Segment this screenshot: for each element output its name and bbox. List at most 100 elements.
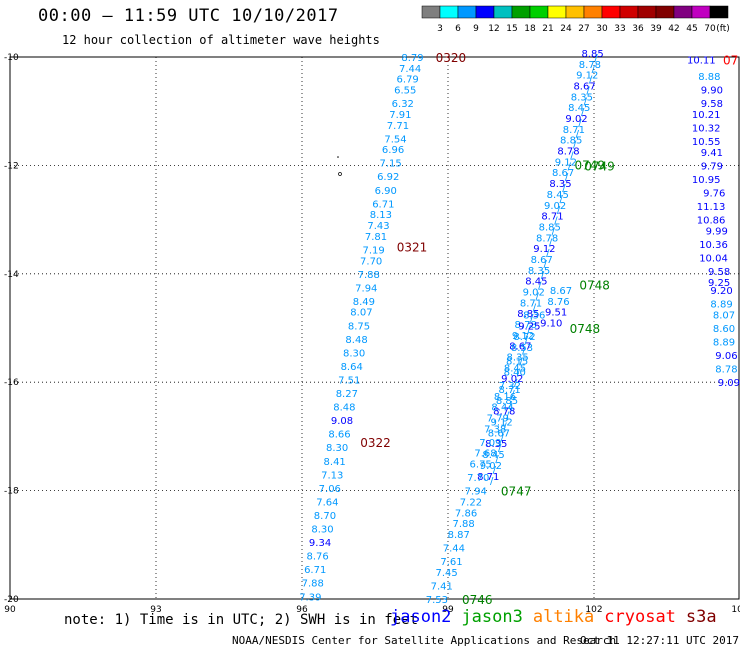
diagonal-band-value: 9.12 (576, 71, 598, 82)
wave-height-value: 8.41 (324, 457, 346, 468)
pass-time-label: 0749 (584, 159, 615, 173)
diagonal-band-value: 8.78 (557, 147, 579, 158)
wave-height-value: 10.36 (699, 240, 728, 251)
pass-time-label: 0322 (360, 436, 391, 450)
diagonal-band-value: / (533, 302, 537, 313)
color-scale-label: 18 (524, 24, 536, 34)
diagonal-band-value: / (552, 226, 556, 237)
color-scale-label: 12 (488, 24, 499, 34)
color-scale-label: 36 (632, 24, 644, 34)
color-scale-label: 6 (455, 24, 461, 34)
color-scale-label: 21 (542, 24, 553, 34)
color-scale-label: 9 (473, 24, 479, 34)
diagonal-band-value: / (562, 183, 566, 194)
legend-s3a: s3a (685, 607, 717, 627)
wave-height-value: 6.90 (375, 186, 397, 197)
wave-height-value: 7.70 (360, 256, 382, 267)
wave-height-value: 7.44 (443, 544, 465, 555)
page-subtitle: 12 hour collection of altimeter wave hei… (62, 33, 380, 47)
wave-height-value: 9.76 (703, 189, 725, 200)
diagonal-band-value: / (522, 346, 526, 357)
latitude-tick-label: -12 (4, 161, 19, 171)
wave-height-value: 10.95 (692, 175, 721, 186)
color-scale-label: 30 (596, 24, 608, 34)
wave-height-value: 7.68 (474, 449, 496, 460)
wave-height-value: 7.32 (499, 381, 521, 392)
diagonal-band-value: 8.85 (539, 222, 561, 233)
color-scale-label: 15 (506, 24, 517, 34)
pass-time-label: 0748 (570, 322, 601, 336)
wave-height-value: 6.79 (397, 75, 419, 86)
wave-height-value: 9.10 (540, 319, 562, 330)
wave-height-value: 8.48 (345, 335, 367, 346)
page-title: 00:00 – 11:59 UTC 10/10/2017 (38, 6, 339, 26)
wave-height-value: 8.76 (547, 297, 569, 308)
diagonal-band-value: / (490, 476, 494, 487)
diagonal-band-value: / (594, 53, 598, 64)
diagonal-band-value: / (498, 443, 502, 454)
island-marker (338, 172, 342, 176)
diagonal-band-value: / (557, 205, 561, 216)
diagonal-band-value: / (565, 172, 569, 183)
color-scale-label: 70 (704, 24, 716, 34)
diagonal-band-value: 8.35 (528, 266, 550, 277)
diagonal-band-value: 8.67 (573, 82, 595, 93)
wave-height-value: 8.70 (314, 511, 336, 522)
diagonal-band-value: 8.71 (520, 298, 542, 309)
wave-height-value: 6.96 (382, 145, 404, 156)
wave-height-value: 9.99 (706, 226, 728, 237)
diagonal-band-value: / (586, 86, 590, 97)
diagonal-band-value: 8.45 (568, 103, 590, 114)
wave-height-value: 8.87 (448, 530, 470, 541)
wave-height-value: 8.07 (350, 308, 372, 319)
color-scale-label: (ft) (716, 24, 730, 34)
wave-height-value: 8.64 (341, 362, 363, 373)
wave-height-value: 10.11 (687, 56, 716, 67)
diagonal-band-value: / (501, 432, 505, 443)
wave-height-value: 9.08 (331, 416, 353, 427)
wave-height-value: 7.86 (455, 508, 477, 519)
wave-height-value: 9.51 (545, 308, 567, 319)
wave-height-value: 8.76 (307, 552, 329, 563)
diagonal-band-value: / (546, 248, 550, 259)
pass-time-label: 0321 (397, 241, 428, 255)
wave-height-value: 7.79 (487, 413, 509, 424)
wave-height-value: 7.64 (316, 497, 338, 508)
wave-height-value: 6.71 (304, 565, 326, 576)
wave-height-value: 7.15 (380, 159, 402, 170)
wave-height-value: 7.61 (440, 557, 462, 568)
footer-timestamp: Oct 11 12:27:11 UTC 2017 (580, 634, 739, 647)
latitude-tick-label: -10 (4, 53, 19, 63)
pass-time-label: 07 (723, 54, 738, 68)
color-scale-label: 45 (686, 24, 697, 34)
footer-credit: NOAA/NESDIS Center for Satellite Applica… (232, 634, 617, 647)
wave-height-value: 8.53 (511, 343, 533, 354)
longitude-tick-label: 93 (150, 605, 161, 615)
color-scale-label: 33 (614, 24, 625, 34)
wave-height-value: 8.15 (506, 357, 528, 368)
wave-height-value: 7.54 (384, 134, 406, 145)
wave-height-value: 10.86 (697, 216, 726, 227)
diagonal-band-value: / (578, 118, 582, 129)
wave-height-value: 7.06 (319, 484, 341, 495)
wave-height-value: 9.58 (708, 267, 730, 278)
diagonal-band-value: / (544, 259, 548, 270)
color-swatch (709, 5, 729, 19)
wave-height-value: 7.91 (389, 110, 411, 121)
diagonal-band-value: / (584, 96, 588, 107)
legend-cryosat: cryosat (604, 607, 676, 627)
wave-height-value: 7.70 (467, 473, 489, 484)
diagonal-band-value: 9.12 (490, 418, 512, 429)
diagonal-band-value: 8.35 (507, 353, 529, 364)
wave-height-value: 9.34 (309, 538, 331, 549)
diagonal-band-value: / (589, 75, 593, 86)
wave-height-value: 7.88 (302, 579, 324, 590)
latitude-tick-label: -20 (4, 595, 19, 605)
diagonal-band-value: 8.71 (541, 212, 563, 223)
wave-height-value: 9.41 (701, 148, 723, 159)
wave-height-value: 8.40 (504, 367, 526, 378)
wave-height-value: 8.16 (494, 392, 516, 403)
wave-height-value: 7.88 (453, 519, 475, 530)
